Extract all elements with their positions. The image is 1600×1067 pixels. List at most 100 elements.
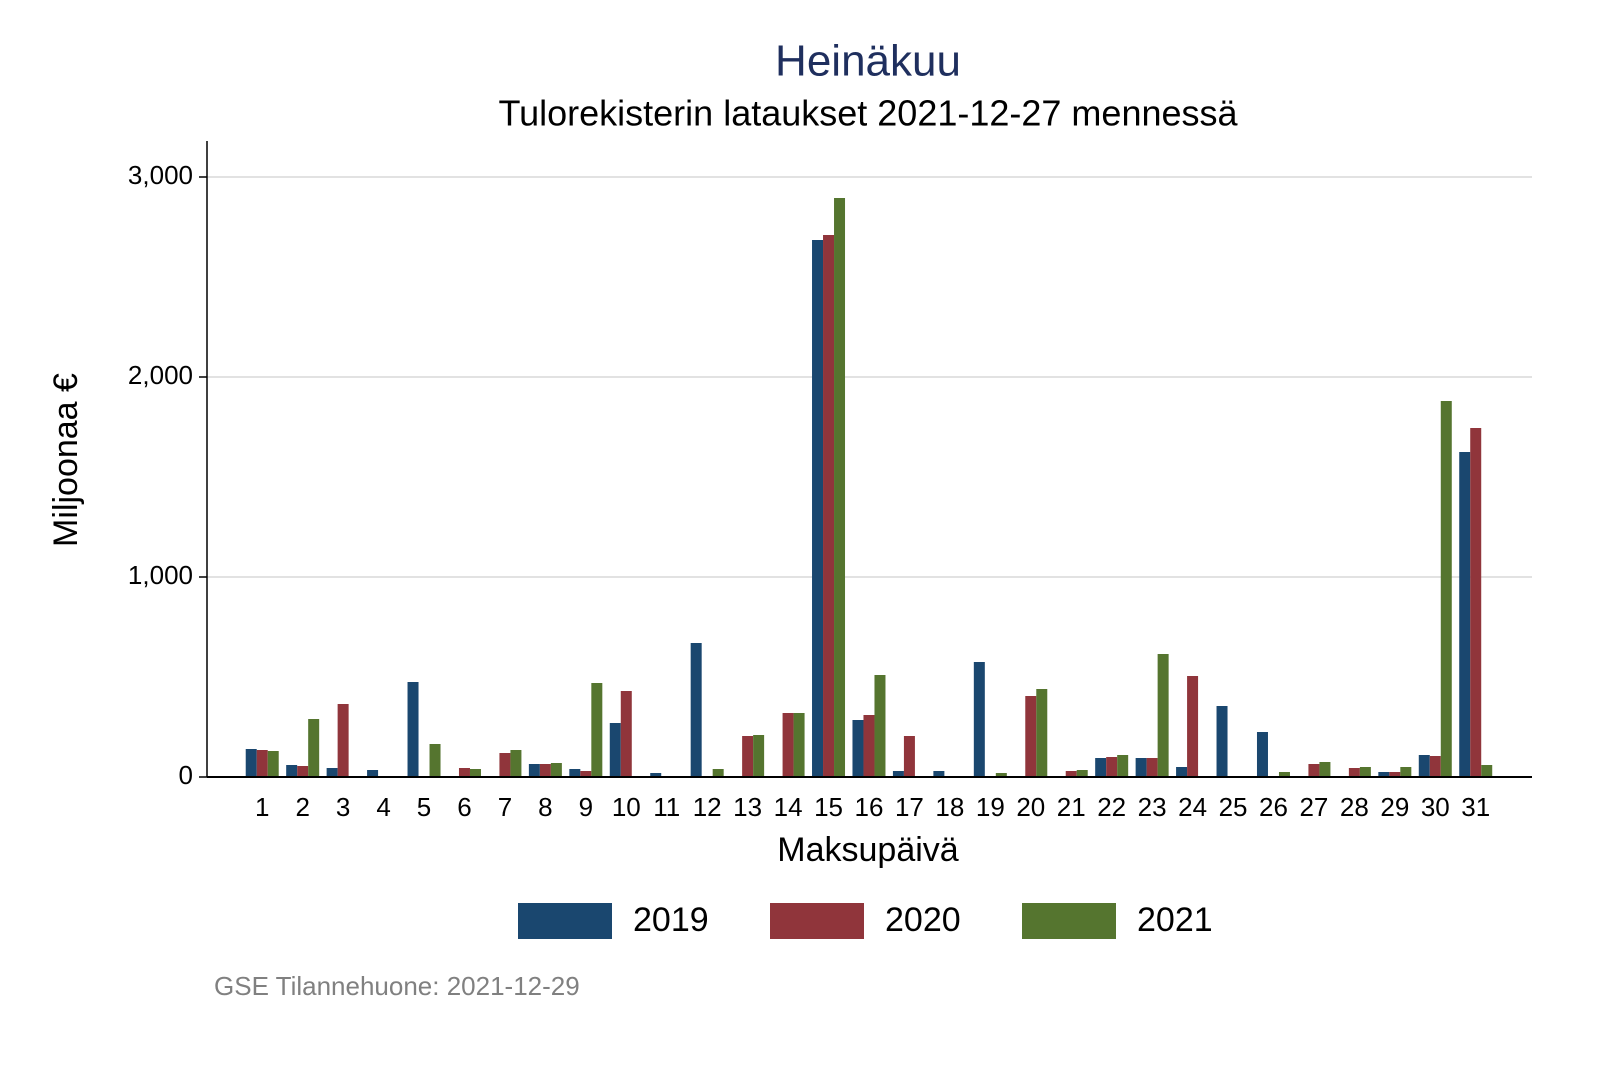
bar (580, 771, 592, 777)
bar (1429, 756, 1441, 777)
bar (1481, 765, 1493, 777)
bar (569, 769, 581, 777)
bar (1146, 758, 1158, 777)
bar (308, 719, 320, 777)
bar (1440, 401, 1452, 777)
x-tick-label: 30 (1421, 792, 1450, 822)
x-tick-label: 28 (1340, 792, 1369, 822)
bar (1036, 689, 1048, 777)
bar (458, 768, 470, 777)
bar (753, 735, 765, 777)
bar (1076, 770, 1088, 777)
bar (407, 682, 419, 777)
x-axis-label: Maksupäivä (777, 831, 959, 869)
x-tick-label: 16 (855, 792, 884, 822)
legend-swatch (1022, 903, 1116, 939)
chart-subtitle: Tulorekisterin lataukset 2021-12-27 menn… (498, 93, 1238, 134)
bar (1308, 764, 1320, 777)
bar (995, 773, 1007, 777)
bar (782, 713, 794, 777)
bar (429, 744, 441, 777)
x-tick-label: 13 (733, 792, 762, 822)
x-tick-label: 22 (1097, 792, 1126, 822)
x-tick-label: 26 (1259, 792, 1288, 822)
bar (973, 662, 985, 777)
legend-swatch (770, 903, 864, 939)
x-tick-label: 25 (1219, 792, 1248, 822)
bar (1106, 757, 1118, 777)
bar (550, 763, 562, 777)
bar (650, 773, 662, 777)
x-tick-label: 21 (1057, 792, 1086, 822)
x-tick-label: 23 (1138, 792, 1167, 822)
x-tick-label: 5 (417, 792, 431, 822)
x-tick-label: 7 (498, 792, 512, 822)
bar (742, 736, 754, 777)
x-tick-label: 12 (693, 792, 722, 822)
bar (1389, 772, 1401, 777)
bar (1065, 771, 1077, 777)
bar (823, 235, 835, 777)
bar (1187, 676, 1199, 777)
x-tick-label: 24 (1178, 792, 1207, 822)
bar (1400, 767, 1412, 777)
bar (528, 764, 540, 777)
x-tick-label: 10 (612, 792, 641, 822)
bar (297, 766, 309, 777)
bar (1378, 772, 1390, 777)
x-tick-label: 19 (976, 792, 1005, 822)
bar (1418, 755, 1430, 777)
bar (510, 750, 522, 777)
bar (712, 769, 724, 777)
x-tick-label: 18 (935, 792, 964, 822)
bar (1319, 762, 1331, 777)
x-tick-label: 27 (1299, 792, 1328, 822)
y-axis-label: Miljoonaa € (47, 373, 85, 547)
x-tick-label: 4 (376, 792, 390, 822)
bar (1025, 696, 1037, 777)
bar (591, 683, 603, 777)
bar (1095, 758, 1107, 777)
bar (1216, 706, 1228, 777)
bar (539, 764, 551, 777)
bar (1135, 758, 1147, 777)
legend-label: 2020 (885, 901, 961, 939)
y-tick-label: 0 (179, 760, 193, 790)
bar (812, 240, 824, 777)
x-tick-label: 14 (774, 792, 803, 822)
chart-title: Heinäkuu (775, 37, 961, 86)
bar (469, 769, 481, 777)
x-tick-label: 31 (1461, 792, 1490, 822)
note: GSE Tilannehuone: 2021-12-29 (214, 971, 580, 1001)
bar (1348, 768, 1360, 777)
bar (933, 771, 945, 777)
bar (1278, 772, 1290, 777)
y-tick-label: 2,000 (128, 360, 193, 390)
bar (863, 715, 875, 777)
bar (245, 749, 257, 777)
x-tick-label: 29 (1380, 792, 1409, 822)
bar (367, 770, 379, 777)
y-tick-label: 1,000 (128, 560, 193, 590)
bar (326, 768, 338, 777)
bar (852, 720, 864, 777)
bar (690, 643, 702, 777)
x-tick-label: 1 (255, 792, 269, 822)
y-tick-label: 3,000 (128, 160, 193, 190)
x-tick-label: 6 (457, 792, 471, 822)
x-tick-label: 2 (295, 792, 309, 822)
bar (1256, 732, 1268, 777)
x-tick-label: 3 (336, 792, 350, 822)
x-tick-label: 20 (1016, 792, 1045, 822)
legend-label: 2021 (1137, 901, 1213, 939)
x-tick-label: 9 (579, 792, 593, 822)
bar (834, 198, 846, 777)
bar (1157, 654, 1169, 777)
bar (1470, 428, 1482, 777)
legend-swatch (518, 903, 612, 939)
x-tick-label: 15 (814, 792, 843, 822)
bar (874, 675, 886, 777)
bar (903, 736, 915, 777)
bar (267, 751, 279, 777)
